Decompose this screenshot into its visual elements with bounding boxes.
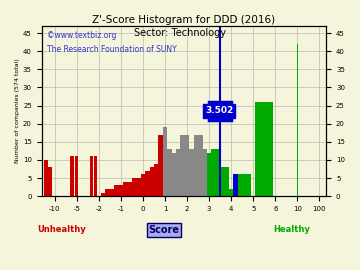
Bar <box>71 156 75 196</box>
Bar <box>158 134 163 196</box>
Text: Score: Score <box>148 225 179 235</box>
Bar <box>198 134 203 196</box>
Bar <box>145 171 149 196</box>
Bar <box>101 193 105 196</box>
Bar <box>123 182 127 196</box>
Bar <box>136 178 141 196</box>
Bar <box>216 149 220 196</box>
Bar <box>127 182 132 196</box>
Bar <box>119 185 123 196</box>
Bar <box>163 127 167 196</box>
Text: 3.502: 3.502 <box>205 106 233 116</box>
Bar <box>48 167 52 196</box>
Bar <box>180 134 185 196</box>
Bar <box>211 149 216 196</box>
Bar <box>203 149 207 196</box>
Bar <box>167 149 172 196</box>
Y-axis label: Number of companies (574 total): Number of companies (574 total) <box>15 59 20 163</box>
Text: Sector: Technology: Sector: Technology <box>134 28 226 38</box>
Text: ©www.textbiz.org: ©www.textbiz.org <box>47 31 117 40</box>
Bar <box>110 189 114 196</box>
Bar <box>105 189 110 196</box>
Bar <box>149 167 154 196</box>
Bar <box>172 153 176 196</box>
Text: Unhealthy: Unhealthy <box>37 225 86 234</box>
Bar <box>207 153 211 196</box>
Text: Healthy: Healthy <box>274 225 311 234</box>
Bar <box>132 178 136 196</box>
Bar <box>247 174 251 196</box>
Bar <box>176 149 180 196</box>
Bar <box>44 160 48 196</box>
Bar <box>114 185 119 196</box>
Bar <box>94 156 96 196</box>
Bar <box>233 174 238 196</box>
Bar <box>238 174 242 196</box>
Text: The Research Foundation of SUNY: The Research Foundation of SUNY <box>47 45 177 53</box>
Bar <box>225 167 229 196</box>
Bar <box>220 167 225 196</box>
Bar <box>242 174 247 196</box>
Bar <box>256 102 273 196</box>
Bar <box>90 156 93 196</box>
Bar <box>194 134 198 196</box>
Bar <box>75 156 78 196</box>
Bar <box>154 164 158 196</box>
Bar <box>229 189 233 196</box>
Bar <box>141 174 145 196</box>
Bar <box>189 149 194 196</box>
Title: Z'-Score Histogram for DDD (2016): Z'-Score Histogram for DDD (2016) <box>92 15 275 25</box>
Bar <box>185 134 189 196</box>
